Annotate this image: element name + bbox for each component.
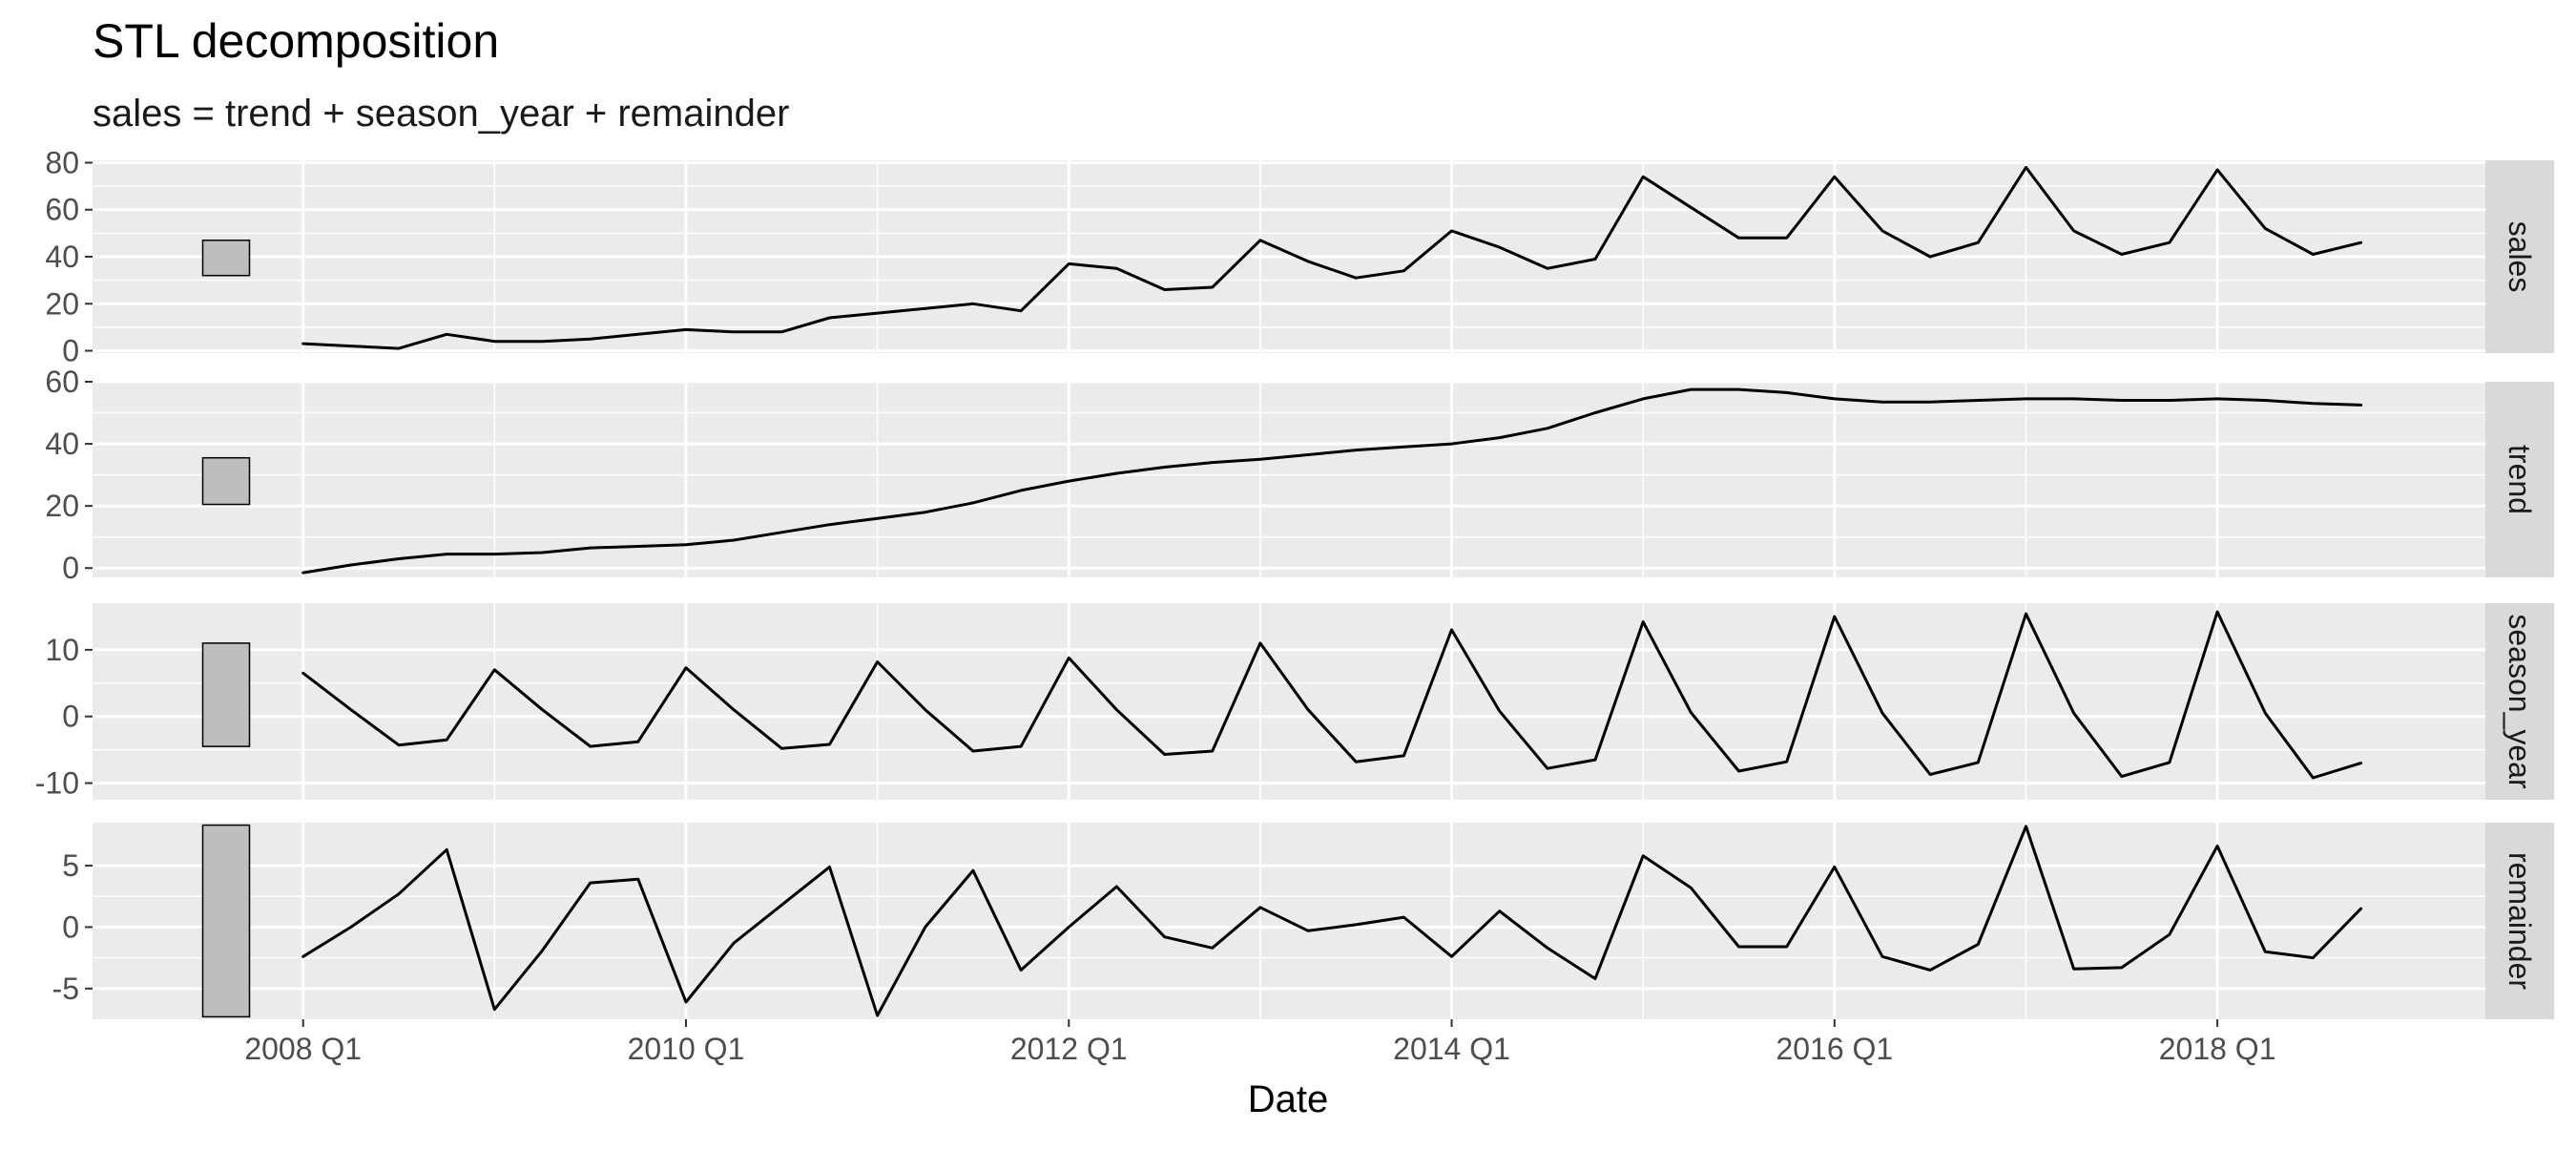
facet-panels: 0 20 40 60 80 sales 0 20 40 60 trend -10 0 10 season_y… [35,145,2554,1019]
x-tick-label: 2018 Q1 [2159,1032,2276,1066]
facet-strip [2485,603,2554,800]
x-axis-title: Date [1248,1078,1329,1120]
y-tick-label: 20 [45,489,79,523]
x-tick-label: 2012 Q1 [1010,1032,1128,1066]
panel-background [93,382,2485,577]
y-tick-label: -5 [52,972,79,1006]
x-tick-label: 2014 Q1 [1393,1032,1510,1066]
scale-bar [201,824,251,1018]
y-tick-label: 80 [45,145,79,179]
chart-title: STL decomposition [93,14,499,68]
series-line-remainder [301,825,2363,1017]
panel-background [93,603,2485,800]
y-tick-label: 40 [45,427,79,461]
y-tick-label: 0 [62,334,79,368]
x-tick-label: 2010 Q1 [628,1032,745,1066]
y-tick-label: 60 [45,193,79,227]
x-tick-label: 2008 Q1 [244,1032,362,1066]
y-tick-label: 0 [62,910,79,944]
scale-bar [201,642,251,747]
x-axis: 2008 Q1 2010 Q1 2012 Q1 2014 Q1 2016 Q1 2018 … [244,1019,2275,1066]
y-tick-label: 40 [45,240,79,274]
facet-strip [2485,823,2554,1019]
facet-strip-label: sales [2503,221,2537,293]
y-tick-label: 0 [62,551,79,585]
facet-strip [2485,160,2554,353]
scale-bar [201,456,251,506]
x-tick-label: 2016 Q1 [1776,1032,1893,1066]
facet-strip-label: season_year [2503,614,2537,789]
facet-strip [2485,382,2554,577]
panel-trend: 0 20 40 60 trend [45,365,2554,585]
facet-strip-label: remainder [2503,852,2537,990]
series-line-season_year [301,610,2363,780]
series-line-sales [301,165,2363,350]
y-tick-label: -10 [35,766,79,801]
y-tick-label: 5 [62,848,79,883]
y-tick-label: 20 [45,286,79,321]
chart-subtitle: sales = trend + season_year + remainder [93,93,789,135]
y-tick-label: 0 [62,700,79,734]
y-tick-label: 10 [45,633,79,667]
y-tick-label: 60 [45,365,79,399]
series-line-trend [301,387,2363,575]
scale-bar [201,240,251,277]
panel-sales: 0 20 40 60 80 sales [45,145,2554,368]
facet-strip-label: trend [2503,445,2537,514]
panel-remainder: -5 0 5 remainder [52,823,2554,1019]
panel-season_year: -10 0 10 season_year [35,603,2554,801]
